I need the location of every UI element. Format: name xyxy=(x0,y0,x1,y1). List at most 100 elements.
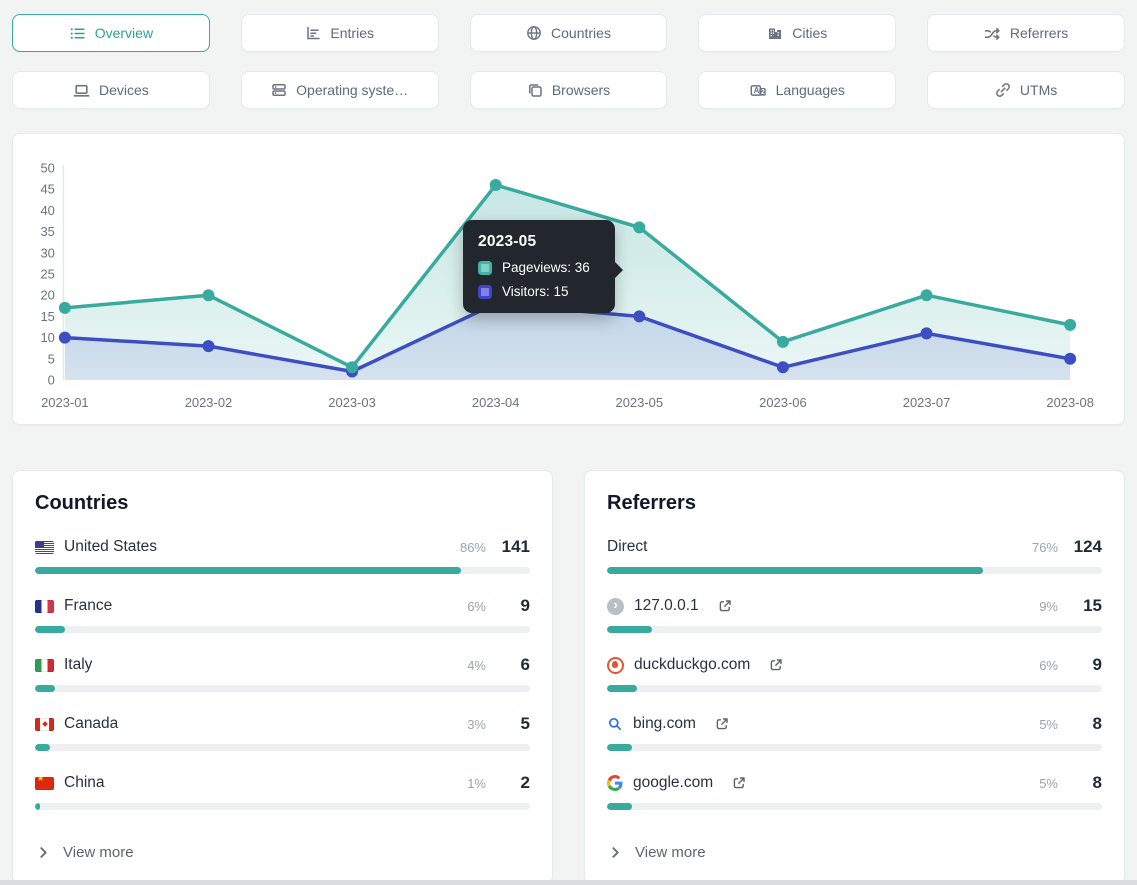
percent-value: 1% xyxy=(467,776,486,791)
svg-text:A: A xyxy=(753,86,759,95)
list-icon xyxy=(70,27,85,39)
svg-text:45: 45 xyxy=(40,182,54,197)
referrer-name: 127.0.0.1 xyxy=(634,597,699,614)
svg-text:35: 35 xyxy=(40,224,54,239)
list-item: United States 86% 141 xyxy=(35,537,530,574)
tab-devices[interactable]: Devices xyxy=(12,71,210,109)
us-flag-icon xyxy=(35,540,54,554)
progress-bar xyxy=(607,567,1102,574)
pageviews-swatch-icon xyxy=(478,260,492,275)
percent-value: 4% xyxy=(467,658,486,673)
progress-bar xyxy=(35,567,530,574)
tab-label: UTMs xyxy=(1019,82,1058,98)
svg-text:2023-03: 2023-03 xyxy=(328,395,376,410)
referrers-card-title: Referrers xyxy=(607,492,696,514)
buildings-icon xyxy=(769,28,782,39)
percent-value: 86% xyxy=(459,540,486,555)
tab-label: Overview xyxy=(94,25,154,41)
list-item: google.com 5% 8 xyxy=(607,773,1102,810)
country-name: United States xyxy=(64,538,158,555)
china-flag-icon xyxy=(35,776,54,790)
count-value: 15 xyxy=(1083,596,1102,615)
svg-text:2023-07: 2023-07 xyxy=(903,395,951,410)
tooltip-row: Pageviews: 36 xyxy=(478,260,600,275)
count-value: 5 xyxy=(520,714,530,733)
countries-card: Countries United States 86% 141 France 6%… xyxy=(12,470,553,884)
progress-bar xyxy=(35,803,530,810)
tab-referrers[interactable]: Referrers xyxy=(927,14,1125,52)
duckduckgo-favicon xyxy=(607,656,624,674)
svg-text:2023-05: 2023-05 xyxy=(616,395,664,410)
tab-label: Entries xyxy=(330,25,374,41)
link-icon xyxy=(996,83,1010,97)
svg-text:40: 40 xyxy=(40,203,54,218)
referrers-view-more-button[interactable]: View more xyxy=(607,836,1102,871)
list-item: duckduckgo.com 6% 9 xyxy=(607,655,1102,692)
country-name: China xyxy=(64,774,105,791)
external-link-icon[interactable] xyxy=(718,599,732,613)
france-flag-icon xyxy=(35,599,54,613)
external-link-icon[interactable] xyxy=(715,717,729,731)
percent-value: 6% xyxy=(1039,658,1058,673)
country-name: France xyxy=(64,597,113,614)
tab-utms[interactable]: UTMs xyxy=(927,71,1125,109)
country-name: Italy xyxy=(64,656,93,673)
svg-text:0: 0 xyxy=(48,372,55,387)
svg-text:2023-04: 2023-04 xyxy=(472,395,520,410)
italy-flag-icon xyxy=(35,658,54,672)
countries-card-title: Countries xyxy=(35,492,129,514)
list-item: France 6% 9 xyxy=(35,596,530,633)
progress-bar xyxy=(35,626,530,633)
visitors-swatch-icon xyxy=(478,284,492,299)
windows-icon xyxy=(528,84,542,97)
filter-tabs: Overview Entries Countries Cities Referr… xyxy=(12,14,1125,109)
svg-text:2023-06: 2023-06 xyxy=(759,395,807,410)
next-section-edge xyxy=(0,880,1137,885)
view-more-label: View more xyxy=(63,844,134,861)
tab-label: Countries xyxy=(551,25,611,41)
count-value: 124 xyxy=(1073,537,1102,556)
svg-text:10: 10 xyxy=(40,330,54,345)
tooltip-title: 2023-05 xyxy=(478,233,537,250)
laptop-icon xyxy=(73,84,90,97)
canada-flag-icon xyxy=(35,717,54,731)
countries-view-more-button[interactable]: View more xyxy=(35,836,530,871)
percent-value: 76% xyxy=(1031,540,1058,555)
tab-entries[interactable]: Entries xyxy=(240,14,439,52)
chevron-right-icon xyxy=(612,847,619,858)
tab-browsers[interactable]: Browsers xyxy=(469,71,668,109)
tab-label: Cities xyxy=(792,25,828,41)
localhost-favicon xyxy=(607,597,624,615)
svg-text:2023-01: 2023-01 xyxy=(41,395,89,410)
list-item: bing.com 5% 8 xyxy=(607,714,1102,751)
svg-text:15: 15 xyxy=(40,309,54,324)
tooltip-pageviews: Pageviews: 36 xyxy=(502,260,590,275)
stat-cards-row: Countries United States 86% 141 France 6%… xyxy=(12,470,1125,884)
tab-label: Browsers xyxy=(551,82,611,98)
percent-value: 5% xyxy=(1039,776,1058,791)
count-value: 6 xyxy=(520,655,530,674)
svg-text:30: 30 xyxy=(40,245,54,260)
tab-operating-systems[interactable]: Operating syste… xyxy=(240,71,439,109)
tab-countries[interactable]: Countries xyxy=(469,14,668,52)
chevron-right-icon xyxy=(40,847,47,858)
external-link-icon[interactable] xyxy=(732,776,746,790)
tab-overview[interactable]: Overview xyxy=(12,14,210,52)
progress-bar xyxy=(35,685,530,692)
svg-text:2023-08: 2023-08 xyxy=(1046,395,1094,410)
svg-text:5: 5 xyxy=(48,351,55,366)
percent-value: 6% xyxy=(467,599,486,614)
list-item: China 1% 2 xyxy=(35,773,530,810)
tab-cities[interactable]: Cities xyxy=(698,14,897,52)
server-stack-icon xyxy=(272,84,286,96)
svg-text:25: 25 xyxy=(40,266,54,281)
list-item: Italy 4% 6 xyxy=(35,655,530,692)
tooltip-visitors: Visitors: 15 xyxy=(502,284,569,299)
external-link-icon[interactable] xyxy=(769,658,783,672)
svg-text:2: 2 xyxy=(761,89,765,96)
count-value: 9 xyxy=(520,596,530,615)
progress-bar xyxy=(607,803,1102,810)
tooltip-row: Visitors: 15 xyxy=(478,284,600,299)
